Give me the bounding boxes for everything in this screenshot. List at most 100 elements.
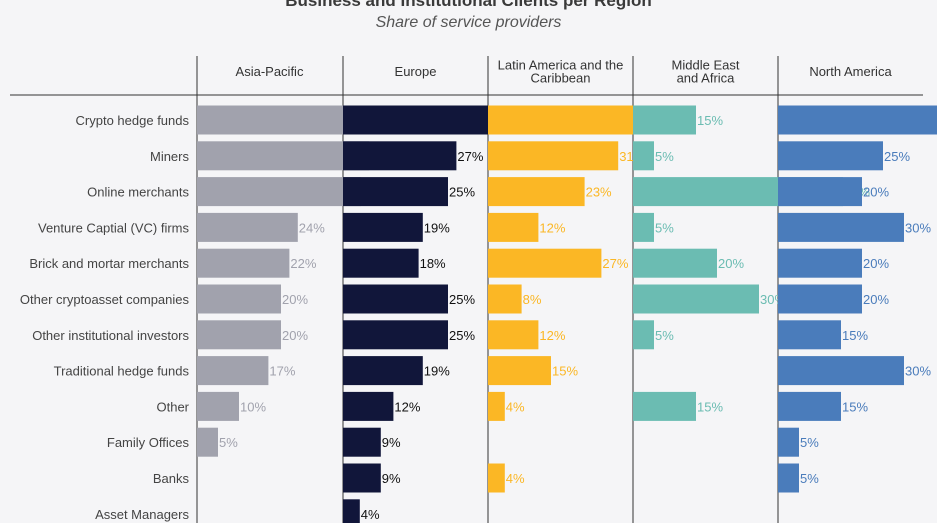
data-label: 19% xyxy=(424,364,450,379)
bar xyxy=(488,141,619,171)
bar xyxy=(778,284,862,314)
data-label: 15% xyxy=(842,328,868,343)
bar xyxy=(197,141,370,171)
data-label: 4% xyxy=(506,471,525,486)
bar xyxy=(343,499,360,523)
data-label: 12% xyxy=(539,220,565,235)
column-header-5-line-1: North America xyxy=(809,64,892,79)
data-label: 10% xyxy=(240,399,266,414)
data-label: 25% xyxy=(884,149,910,164)
bar xyxy=(343,391,394,421)
data-label: 5% xyxy=(655,220,674,235)
column-header-1-line-1: Asia-Pacific xyxy=(236,64,304,79)
bar xyxy=(488,356,551,386)
bar xyxy=(197,427,218,457)
column-header-3-line-1: Latin America and the xyxy=(498,58,624,73)
bar xyxy=(633,248,717,278)
data-label: 5% xyxy=(800,435,819,450)
category-label: Miners xyxy=(150,149,190,164)
category-label: Banks xyxy=(153,471,190,486)
data-label: 25% xyxy=(449,328,475,343)
bar xyxy=(343,427,381,457)
bar xyxy=(343,248,419,278)
category-label: Family Offices xyxy=(107,435,190,450)
data-label: 12% xyxy=(394,399,420,414)
category-label: Other institutional investors xyxy=(32,328,189,343)
bar xyxy=(343,105,495,135)
data-label: 20% xyxy=(863,185,889,200)
data-label: 27% xyxy=(602,256,628,271)
data-label: 5% xyxy=(800,471,819,486)
data-label: 30% xyxy=(905,364,931,379)
data-label: 23% xyxy=(586,185,612,200)
category-label: Asset Managers xyxy=(95,507,189,522)
bar xyxy=(488,177,585,207)
data-label: 15% xyxy=(697,399,723,414)
bar xyxy=(197,248,290,278)
bar xyxy=(488,248,602,278)
data-label: 5% xyxy=(219,435,238,450)
category-label: Online merchants xyxy=(87,185,189,200)
bar xyxy=(778,248,862,278)
bar xyxy=(343,212,423,242)
category-label: Traditional hedge funds xyxy=(54,364,190,379)
data-label: 22% xyxy=(290,256,316,271)
bar xyxy=(778,141,883,171)
data-label: 15% xyxy=(842,399,868,414)
bar xyxy=(197,284,281,314)
data-label: 4% xyxy=(506,399,525,414)
column-header-3-line-2: Caribbean xyxy=(531,71,591,86)
data-label: 20% xyxy=(282,292,308,307)
bar xyxy=(633,105,696,135)
bar xyxy=(488,391,505,421)
data-label: 30% xyxy=(905,220,931,235)
bar xyxy=(778,177,862,207)
column-header-4-line-1: Middle East xyxy=(672,58,740,73)
data-label: 27% xyxy=(457,149,483,164)
bar xyxy=(633,212,654,242)
data-label: 15% xyxy=(697,113,723,128)
bar xyxy=(343,177,448,207)
data-label: 17% xyxy=(269,364,295,379)
bar xyxy=(633,391,696,421)
data-label: 24% xyxy=(299,220,325,235)
data-label: 9% xyxy=(382,435,401,450)
bar xyxy=(778,463,799,493)
data-label: 5% xyxy=(655,328,674,343)
bar xyxy=(197,391,239,421)
bar xyxy=(633,141,654,171)
bar xyxy=(488,284,522,314)
bar xyxy=(197,320,281,350)
bar xyxy=(488,212,539,242)
chart-title: Business and Institutional Clients per R… xyxy=(285,0,652,10)
data-label: 5% xyxy=(655,149,674,164)
bar xyxy=(197,356,269,386)
data-label: 12% xyxy=(539,328,565,343)
bar xyxy=(343,320,448,350)
bar xyxy=(343,463,381,493)
data-label: 25% xyxy=(449,292,475,307)
bar xyxy=(778,356,904,386)
data-label: 18% xyxy=(420,256,446,271)
category-label: Crypto hedge funds xyxy=(76,113,190,128)
data-label: 8% xyxy=(523,292,542,307)
bar xyxy=(343,284,448,314)
bar xyxy=(197,212,298,242)
data-label: 15% xyxy=(552,364,578,379)
bar xyxy=(778,212,904,242)
bar xyxy=(488,105,635,135)
data-label: 4% xyxy=(361,507,380,522)
bar xyxy=(778,105,937,135)
bar xyxy=(488,320,539,350)
category-label: Venture Captial (VC) firms xyxy=(38,220,189,235)
column-header-2-line-1: Europe xyxy=(395,64,437,79)
bar xyxy=(778,320,841,350)
chart-subtitle: Share of service providers xyxy=(375,14,562,31)
category-label: Other xyxy=(156,399,189,414)
data-label: 20% xyxy=(718,256,744,271)
data-label: 20% xyxy=(282,328,308,343)
bar xyxy=(488,463,505,493)
bar xyxy=(343,356,423,386)
column-header-4-line-2: and Africa xyxy=(677,71,736,86)
